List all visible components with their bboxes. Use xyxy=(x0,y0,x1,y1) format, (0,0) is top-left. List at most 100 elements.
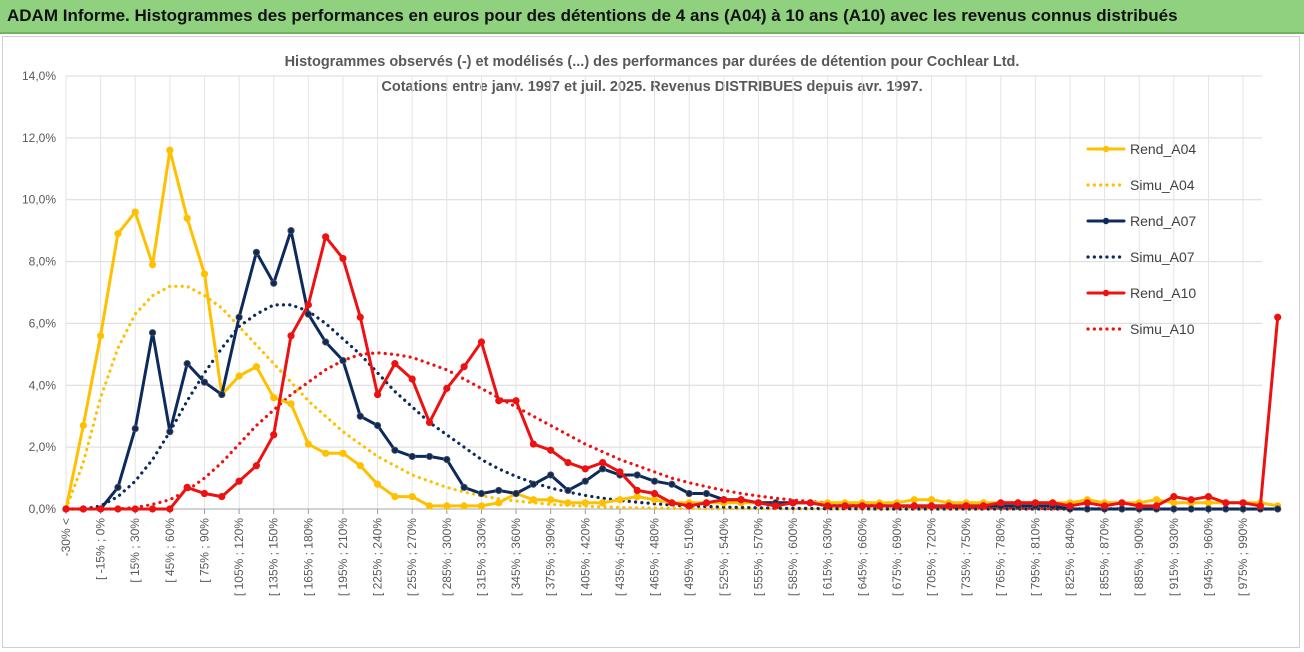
data-point-Rend_A04 xyxy=(79,421,87,430)
legend-marker-Rend_A04 xyxy=(1102,145,1110,153)
data-point-Rend_A07 xyxy=(564,486,572,495)
data-point-Rend_A07 xyxy=(702,489,711,498)
data-point-Rend_A10 xyxy=(668,499,676,507)
data-point-Rend_A10 xyxy=(1101,502,1109,510)
data-point-Rend_A10 xyxy=(685,502,693,510)
data-point-Rend_A04 xyxy=(200,270,209,278)
data-point-Rend_A07 xyxy=(408,452,416,461)
data-point-Rend_A07 xyxy=(1204,505,1213,513)
x-tick-label: [ 915% ; 930% xyxy=(1167,518,1181,596)
x-tick-label: [ -15% ; 0% xyxy=(94,518,108,580)
data-point-Rend_A07 xyxy=(460,483,468,491)
data-point-Rend_A04 xyxy=(529,496,537,504)
data-point-Rend_A07 xyxy=(495,486,503,495)
data-point-Rend_A04 xyxy=(287,400,295,408)
data-point-Rend_A10 xyxy=(391,360,399,368)
data-point-Rend_A10 xyxy=(702,499,711,507)
data-point-Rend_A07 xyxy=(512,489,520,498)
data-point-Rend_A04 xyxy=(166,146,174,154)
data-point-Rend_A10 xyxy=(200,489,209,498)
data-point-Rend_A07 xyxy=(148,329,157,337)
data-point-Rend_A10 xyxy=(1239,499,1247,507)
data-point-Rend_A04 xyxy=(270,394,278,402)
x-tick-label: [ 975% ; 990% xyxy=(1236,518,1250,596)
data-point-Rend_A10 xyxy=(62,505,70,513)
data-point-Rend_A10 xyxy=(720,496,728,504)
data-point-Rend_A10 xyxy=(1049,499,1057,507)
y-tick-label: 10,0% xyxy=(22,193,56,207)
data-point-Rend_A10 xyxy=(858,502,866,510)
x-tick-label: [ 15% ; 30% xyxy=(128,518,142,583)
data-point-Rend_A10 xyxy=(218,493,226,501)
x-tick-label: [ 225% ; 240% xyxy=(371,518,385,596)
data-point-Rend_A10 xyxy=(339,254,347,263)
data-point-Rend_A04 xyxy=(581,499,589,507)
data-point-Rend_A10 xyxy=(927,502,936,510)
data-point-Rend_A10 xyxy=(564,459,572,467)
data-point-Rend_A10 xyxy=(616,468,624,476)
data-point-Rend_A04 xyxy=(650,496,659,504)
data-point-Rend_A07 xyxy=(200,378,209,386)
data-point-Rend_A07 xyxy=(1239,505,1247,513)
data-point-Rend_A10 xyxy=(287,332,295,340)
data-point-Rend_A07 xyxy=(218,390,226,399)
x-tick-label: [ 825% ; 840% xyxy=(1063,518,1077,596)
legend-label-Simu_A07: Simu_A07 xyxy=(1130,249,1195,265)
data-point-Rend_A07 xyxy=(270,279,278,287)
data-point-Rend_A10 xyxy=(997,499,1005,507)
data-point-Rend_A07 xyxy=(183,360,191,368)
data-point-Rend_A07 xyxy=(356,412,364,420)
data-point-Rend_A07 xyxy=(477,489,486,498)
data-point-Rend_A04 xyxy=(477,502,486,510)
x-tick-label: [ 705% ; 720% xyxy=(925,518,939,596)
header-banner: ADAM Informe. Histogrammes des performan… xyxy=(0,0,1304,34)
x-tick-label: [ 465% ; 480% xyxy=(648,518,662,596)
data-point-Rend_A07 xyxy=(599,465,607,473)
data-point-Rend_A10 xyxy=(1204,493,1213,501)
x-tick-label: [ 945% ; 960% xyxy=(1201,518,1215,596)
data-point-Rend_A04 xyxy=(322,449,330,457)
data-point-Rend_A07 xyxy=(685,489,693,498)
data-point-Rend_A10 xyxy=(79,505,87,513)
data-point-Rend_A10 xyxy=(356,313,364,321)
data-point-Rend_A07 xyxy=(1170,505,1178,513)
data-point-Rend_A07 xyxy=(373,421,382,430)
x-tick-label: [ 885% ; 900% xyxy=(1132,518,1146,596)
series-line-Rend_A04 xyxy=(64,148,1280,511)
data-point-Rend_A04 xyxy=(339,449,347,457)
data-point-Rend_A04 xyxy=(148,261,157,269)
data-point-Rend_A04 xyxy=(633,493,641,501)
data-point-Rend_A04 xyxy=(131,208,139,216)
x-tick-label: [ 495% ; 510% xyxy=(682,518,696,596)
data-point-Rend_A10 xyxy=(1135,502,1143,510)
data-point-Rend_A10 xyxy=(1152,502,1161,510)
legend-label-Rend_A10: Rend_A10 xyxy=(1130,285,1196,301)
data-point-Rend_A04 xyxy=(547,496,555,504)
data-point-Rend_A10 xyxy=(114,505,122,513)
x-tick-label: [ 195% ; 210% xyxy=(336,518,350,596)
legend-label-Simu_A10: Simu_A10 xyxy=(1130,321,1195,337)
data-point-Rend_A10 xyxy=(806,499,814,507)
data-point-Rend_A04 xyxy=(443,502,451,510)
data-point-Rend_A04 xyxy=(564,499,572,507)
data-point-Rend_A10 xyxy=(183,483,191,491)
x-tick-label: [ 315% ; 330% xyxy=(474,518,488,596)
data-point-Rend_A07 xyxy=(547,471,555,479)
data-point-Rend_A10 xyxy=(252,462,261,470)
x-tick-label: [ 435% ; 450% xyxy=(613,518,627,596)
data-point-Rend_A10 xyxy=(737,496,745,504)
data-point-Rend_A10 xyxy=(148,505,157,513)
data-point-Rend_A10 xyxy=(1014,499,1022,507)
data-point-Rend_A10 xyxy=(460,363,468,371)
x-tick-label: [ 285% ; 300% xyxy=(440,518,454,596)
data-point-Rend_A07 xyxy=(339,356,347,365)
x-tick-label: [ 735% ; 750% xyxy=(959,518,973,596)
data-point-Rend_A07 xyxy=(322,338,330,346)
data-point-Rend_A07 xyxy=(443,455,451,464)
data-point-Rend_A10 xyxy=(979,502,988,510)
data-point-Rend_A04 xyxy=(425,502,434,510)
data-point-Rend_A10 xyxy=(547,446,555,454)
data-point-Rend_A10 xyxy=(1066,502,1074,510)
y-tick-label: 0,0% xyxy=(29,502,57,516)
data-point-Rend_A10 xyxy=(373,390,382,399)
